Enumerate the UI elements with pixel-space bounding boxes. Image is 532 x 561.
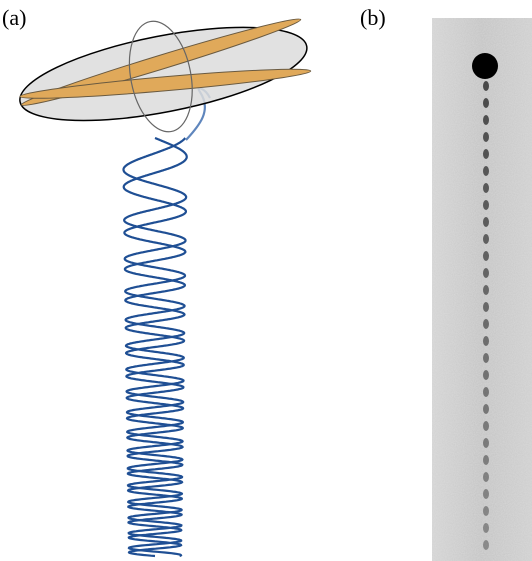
dot	[483, 166, 489, 176]
dot	[483, 387, 489, 397]
dot	[483, 81, 489, 91]
dot	[483, 438, 489, 448]
dot	[483, 285, 489, 295]
dot	[483, 319, 489, 329]
dot	[483, 455, 489, 465]
dot	[483, 200, 489, 210]
particle	[472, 53, 498, 79]
dot	[483, 421, 489, 431]
dot	[483, 489, 489, 499]
dot	[483, 132, 489, 142]
dot	[483, 98, 489, 108]
dot	[483, 149, 489, 159]
panel-label: (a)	[2, 5, 26, 30]
noise	[432, 18, 532, 561]
dot	[483, 302, 489, 312]
dot	[483, 370, 489, 380]
helix	[124, 88, 211, 556]
dot	[483, 251, 489, 261]
dot	[483, 472, 489, 482]
dot	[483, 523, 489, 533]
dot	[483, 353, 489, 363]
dot	[483, 268, 489, 278]
dot	[483, 115, 489, 125]
dot	[483, 404, 489, 414]
dot	[483, 506, 489, 516]
dot	[483, 234, 489, 244]
figure: (a) (b)	[0, 0, 532, 561]
panel-label: (b)	[360, 5, 386, 30]
dot	[483, 217, 489, 227]
micrograph	[432, 18, 532, 561]
dot	[483, 540, 489, 550]
dot	[483, 183, 489, 193]
rotor	[10, 0, 318, 159]
dot	[483, 336, 489, 346]
